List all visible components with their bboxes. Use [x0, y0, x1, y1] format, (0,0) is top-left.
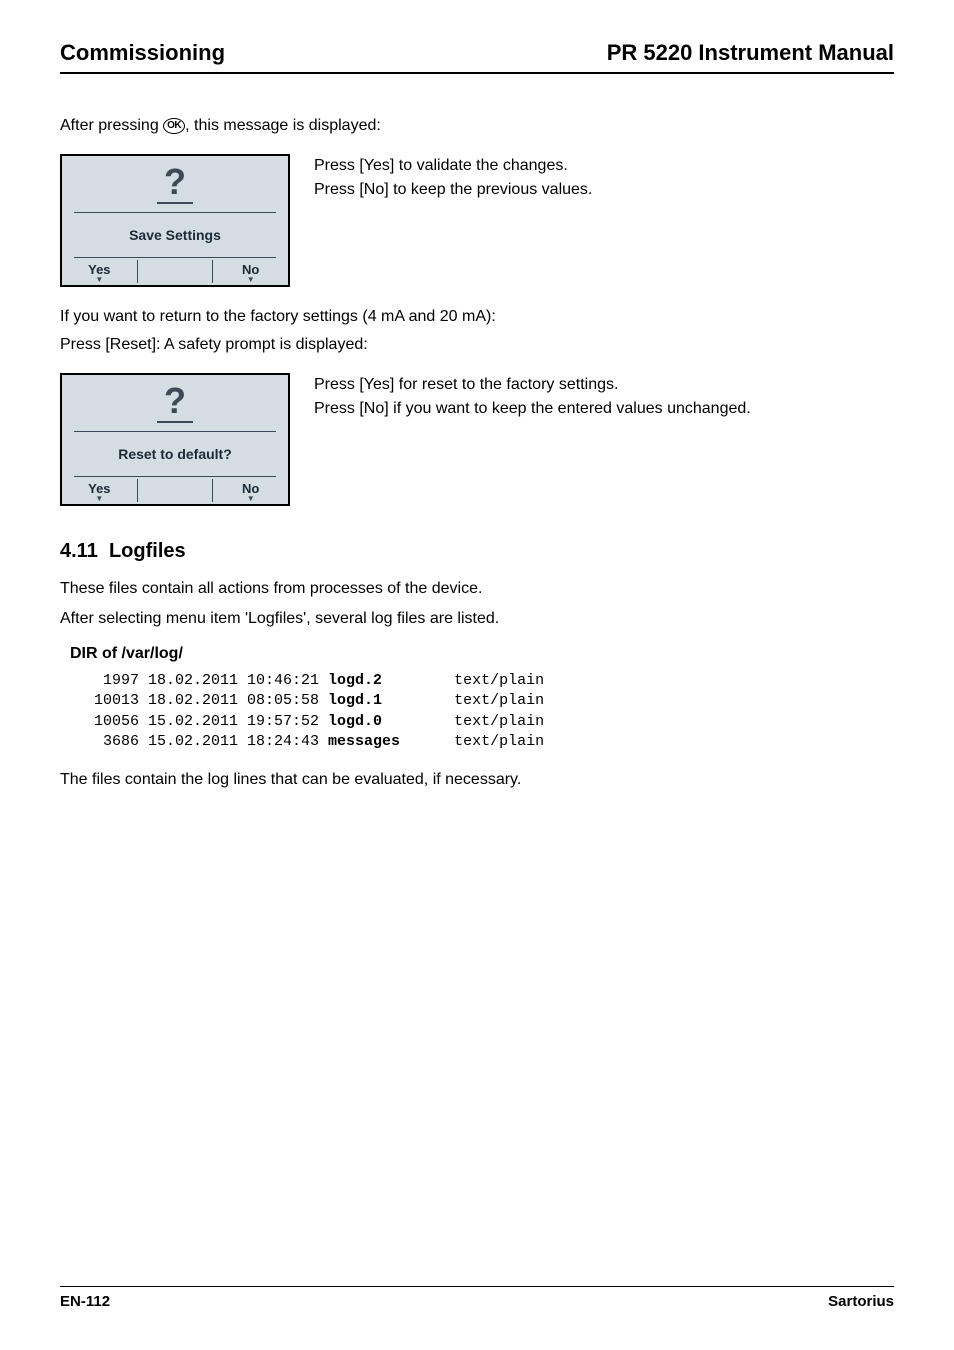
section-intro-1: These files contain all actions from pro… — [60, 577, 894, 601]
mid-paragraph-2: Press [Reset]: A safety prompt is displa… — [60, 333, 894, 357]
log-file-name[interactable]: logd.0 — [328, 713, 382, 730]
question-underline — [157, 421, 193, 423]
dialog2-line1: Press [Yes] for reset to the factory set… — [314, 373, 751, 397]
down-arrow-icon: ▼ — [62, 496, 137, 502]
dialog1-line2: Press [No] to keep the previous values. — [314, 178, 592, 202]
log-file-name[interactable]: logd.2 — [328, 672, 382, 689]
intro-text-suffix: , this message is displayed: — [185, 117, 381, 134]
log-row-lead: 10056 15.02.2011 19:57:52 — [76, 713, 328, 730]
section-intro-2: After selecting menu item 'Logfiles', se… — [60, 607, 894, 631]
log-row-mime: text/plain — [382, 672, 544, 689]
dialog-title: Save Settings — [62, 213, 288, 257]
softkey-yes[interactable]: Yes ▼ — [62, 477, 137, 504]
dialog-title: Reset to default? — [62, 432, 288, 476]
dialog1-line1: Press [Yes] to validate the changes. — [314, 154, 592, 178]
log-row-mime: text/plain — [400, 733, 544, 750]
footer-page-number: EN-112 — [60, 1293, 110, 1310]
section-heading: 4.11 Logfiles — [60, 540, 894, 563]
mid-paragraph-1: If you want to return to the factory set… — [60, 305, 894, 329]
save-settings-dialog: ? Save Settings Yes ▼ No ▼ — [60, 154, 290, 287]
document-page: Commissioning PR 5220 Instrument Manual … — [0, 0, 954, 1350]
log-row-lead: 10013 18.02.2011 08:05:58 — [76, 692, 328, 709]
softkey-empty — [138, 477, 213, 504]
dialog2-line2: Press [No] if you want to keep the enter… — [314, 397, 751, 421]
question-underline — [157, 202, 193, 204]
intro-paragraph-1: After pressing OK, this message is displ… — [60, 114, 894, 138]
log-row-lead: 3686 15.02.2011 18:24:43 — [76, 733, 328, 750]
log-file-name[interactable]: messages — [328, 733, 400, 750]
question-mark-icon: ? — [62, 383, 288, 419]
reset-default-dialog: ? Reset to default? Yes ▼ No ▼ — [60, 373, 290, 506]
log-row-lead: 1997 18.02.2011 10:46:21 — [76, 672, 328, 689]
section-title: Logfiles — [109, 540, 186, 562]
dialog-softkeys: Yes ▼ No ▼ — [62, 477, 288, 504]
softkey-empty — [138, 258, 213, 285]
header-section-title: Commissioning — [60, 40, 225, 66]
closing-paragraph: The files contain the log lines that can… — [60, 768, 894, 792]
dir-heading: DIR of /var/log/ — [60, 645, 894, 663]
log-file-name[interactable]: logd.1 — [328, 692, 382, 709]
section-number: 4.11 — [60, 540, 98, 562]
softkey-yes[interactable]: Yes ▼ — [62, 258, 137, 285]
log-listing: 1997 18.02.2011 10:46:21 logd.2 text/pla… — [76, 671, 894, 752]
header-manual-title: PR 5220 Instrument Manual — [607, 40, 894, 66]
log-row: 10056 15.02.2011 19:57:52 logd.0 text/pl… — [76, 712, 894, 732]
ok-key-icon: OK — [163, 118, 185, 134]
log-row-mime: text/plain — [382, 692, 544, 709]
question-mark-icon: ? — [62, 164, 288, 200]
question-icon: ? — [62, 156, 288, 208]
log-row: 1997 18.02.2011 10:46:21 logd.2 text/pla… — [76, 671, 894, 691]
intro-text-prefix: After pressing — [60, 117, 163, 134]
log-row: 10013 18.02.2011 08:05:58 logd.1 text/pl… — [76, 691, 894, 711]
dialog-softkeys: Yes ▼ No ▼ — [62, 258, 288, 285]
question-icon: ? — [62, 375, 288, 427]
page-header: Commissioning PR 5220 Instrument Manual — [60, 40, 894, 74]
save-settings-row: ? Save Settings Yes ▼ No ▼ Pres — [60, 154, 894, 287]
down-arrow-icon: ▼ — [213, 496, 288, 502]
page-footer: EN-112 Sartorius — [60, 1286, 894, 1310]
down-arrow-icon: ▼ — [213, 277, 288, 283]
log-row: 3686 15.02.2011 18:24:43 messages text/p… — [76, 732, 894, 752]
down-arrow-icon: ▼ — [62, 277, 137, 283]
softkey-no[interactable]: No ▼ — [213, 258, 288, 285]
log-row-mime: text/plain — [382, 713, 544, 730]
save-settings-description: Press [Yes] to validate the changes. Pre… — [314, 154, 592, 202]
softkey-no[interactable]: No ▼ — [213, 477, 288, 504]
reset-default-row: ? Reset to default? Yes ▼ No ▼ — [60, 373, 894, 506]
reset-default-description: Press [Yes] for reset to the factory set… — [314, 373, 751, 421]
footer-brand: Sartorius — [828, 1293, 894, 1310]
